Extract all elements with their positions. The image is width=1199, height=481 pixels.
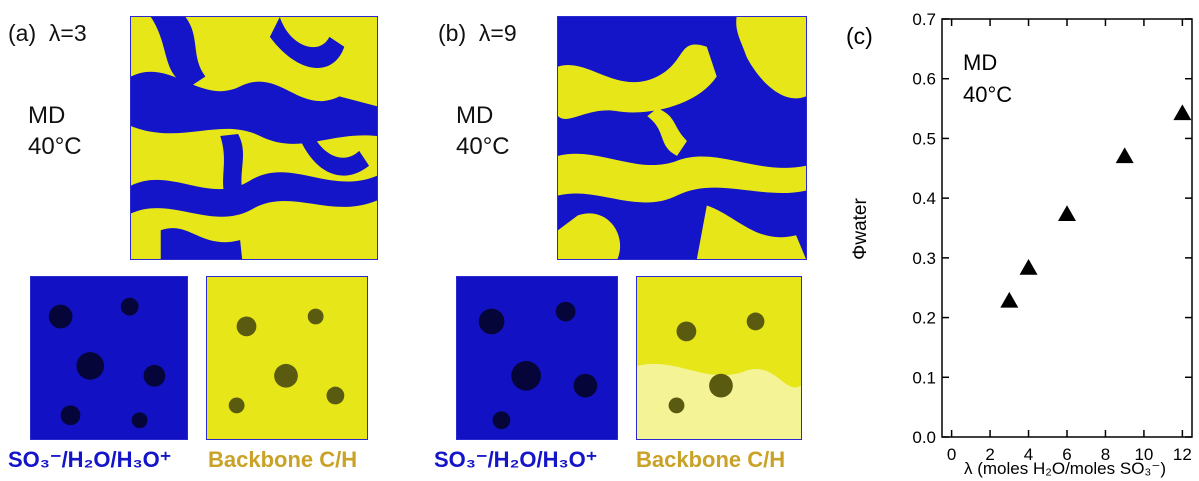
x-tick-label: 2 bbox=[985, 445, 994, 464]
data-point-triangle bbox=[1115, 147, 1134, 164]
x-tick-label: 10 bbox=[1134, 445, 1153, 464]
y-tick-label: 0.0 bbox=[912, 428, 936, 447]
y-axis-label: Φwater bbox=[850, 198, 871, 260]
data-point-triangle bbox=[1000, 291, 1019, 308]
x-tick-label: 6 bbox=[1062, 445, 1071, 464]
panel-a-md-annotation: MD 40°C bbox=[28, 102, 82, 160]
panel-a-backbone-caption: Backbone C/H bbox=[208, 447, 358, 472]
y-tick-label: 0.1 bbox=[912, 368, 936, 387]
panel-a-lambda: λ=3 bbox=[48, 20, 87, 46]
y-tick-label: 0.4 bbox=[912, 189, 936, 208]
x-tick-label: 8 bbox=[1101, 445, 1110, 464]
panel-a-label: (a) λ=3 bbox=[8, 20, 87, 46]
panel-a-main-snapshot bbox=[130, 16, 378, 260]
chart-annotation-temp: 40°C bbox=[963, 82, 1012, 107]
phi-water-chart: (c) 0.0 0.1 0.2 0.3 0.4 0.5 0.6 0.7 0 2 4 6 8 10 12 MD… bbox=[846, 10, 1193, 478]
x-tick-label: 4 bbox=[1024, 445, 1033, 464]
panel-b-ionic-caption: SO₃⁻/H₂O/H₃O⁺ bbox=[434, 447, 598, 472]
y-tick-label: 0.2 bbox=[912, 309, 936, 328]
x-axis-label: λ (moles H₂O/moles SO₃⁻) bbox=[964, 459, 1166, 478]
x-tick-label: 12 bbox=[1173, 445, 1192, 464]
y-tick-label: 0.6 bbox=[912, 70, 936, 89]
panel-b-md-annotation: MD 40°C bbox=[456, 102, 510, 160]
data-point-triangle bbox=[1019, 259, 1038, 275]
y-tick-label: 0.7 bbox=[912, 10, 936, 29]
chart-annotation-md: MD bbox=[963, 50, 997, 75]
data-point-triangle bbox=[1173, 104, 1192, 121]
panel-b-main-snapshot bbox=[557, 16, 807, 260]
panel-b-label: (b) λ=9 bbox=[438, 20, 517, 46]
panel-c-label: (c) bbox=[846, 23, 873, 49]
panel-a-ionic-caption: SO₃⁻/H₂O/H₃O⁺ bbox=[8, 447, 172, 472]
panel-b-backbone-snapshot bbox=[636, 276, 802, 440]
panel-a-ionic-snapshot bbox=[30, 276, 188, 440]
y-tick-label: 0.3 bbox=[912, 249, 936, 268]
panel-b-lambda: λ=9 bbox=[478, 20, 517, 46]
panel-b-ionic-snapshot bbox=[456, 276, 618, 440]
x-tick-label: 0 bbox=[947, 445, 956, 464]
y-tick-label: 0.5 bbox=[912, 129, 936, 148]
panel-a-backbone-snapshot bbox=[206, 276, 368, 440]
panel-b-backbone-caption: Backbone C/H bbox=[636, 447, 786, 472]
data-point-triangle bbox=[1058, 205, 1076, 222]
